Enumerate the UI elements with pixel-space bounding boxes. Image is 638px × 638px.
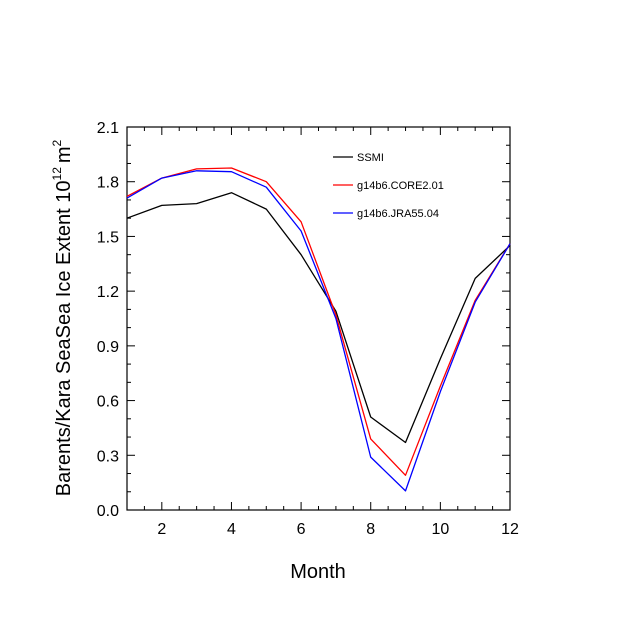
y-tick-label: 0.6	[97, 394, 119, 411]
legend: SSMI g14b6.CORE2.01 g14b6.JRA55.04	[333, 152, 444, 220]
legend-label: g14b6.CORE2.01	[357, 180, 444, 192]
series-line-SSMI	[126, 192, 511, 444]
y-axis-title-exp: 12	[50, 167, 64, 181]
series-line-g14b6.CORE2.01	[126, 167, 511, 476]
y-tick-label: 0.0	[97, 503, 119, 520]
y-axis-title: Barents/Kara SeaSea Ice Extent 1012 m2	[50, 139, 75, 496]
x-tick-label: 12	[501, 521, 519, 538]
y-tick-label: 0.9	[97, 339, 119, 356]
y-tick-label: 2.1	[97, 120, 119, 137]
major-ticks	[127, 126, 511, 511]
y-tick-label: 1.8	[97, 175, 119, 192]
y-tick-label: 0.3	[97, 448, 119, 465]
y-tick-labels: 0.0 0.3 0.6 0.9 1.2 1.5 1.8 2.1	[97, 120, 119, 520]
x-tick-label: 6	[297, 521, 306, 538]
y-tick-label: 1.2	[97, 284, 119, 301]
x-tick-label: 2	[157, 521, 166, 538]
y-axis-title-main: Barents/Kara SeaSea Ice Extent 10	[53, 180, 75, 496]
x-tick-label: 4	[227, 521, 236, 538]
series-lines	[126, 167, 511, 492]
x-axis-title: Month	[290, 561, 346, 583]
legend-label: g14b6.JRA55.04	[357, 208, 439, 220]
x-tick-label: 8	[366, 521, 375, 538]
x-tick-labels: 2 4 6 8 10 12	[157, 521, 519, 538]
minor-ticks	[126, 127, 510, 510]
legend-label: SSMI	[357, 152, 384, 164]
series-line-g14b6.JRA55.04	[126, 170, 511, 492]
y-axis-title-unit-exp: 2	[50, 139, 64, 146]
plot-frame	[126, 126, 511, 511]
x-tick-label: 10	[431, 521, 449, 538]
y-axis-title-unit: m	[53, 146, 75, 163]
y-tick-label: 1.5	[97, 229, 119, 246]
